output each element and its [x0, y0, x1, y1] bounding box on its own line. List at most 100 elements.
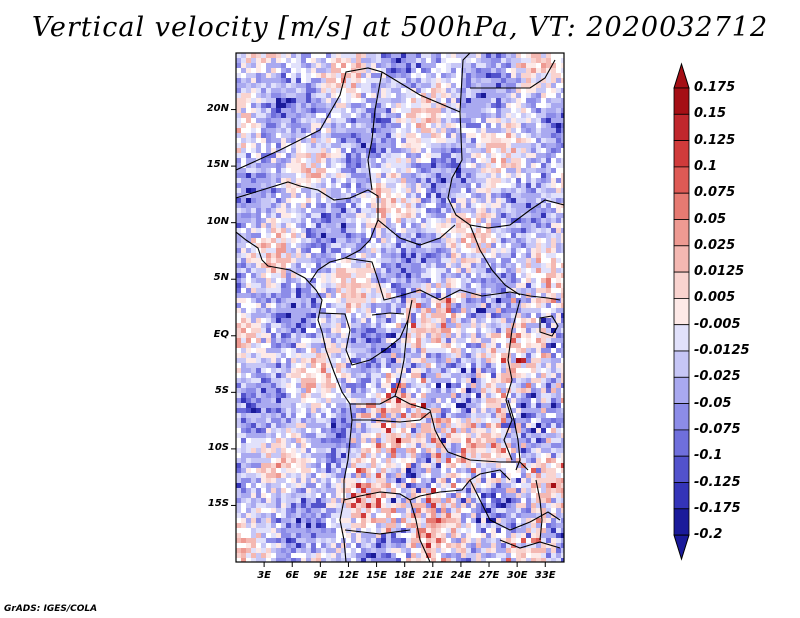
field-cell — [436, 268, 442, 274]
field-cell — [486, 353, 492, 359]
field-cell — [391, 338, 397, 344]
field-cell — [441, 143, 447, 149]
field-cell — [386, 158, 392, 164]
field-cell — [246, 203, 252, 209]
field-cell — [286, 83, 292, 89]
field-cell — [496, 298, 502, 304]
field-cell — [551, 113, 557, 119]
field-cell — [291, 363, 297, 369]
field-cell — [331, 203, 337, 209]
field-cell — [301, 358, 307, 364]
field-cell — [391, 183, 397, 189]
field-cell — [531, 323, 537, 329]
field-cell — [471, 313, 477, 319]
field-cell — [396, 228, 402, 234]
field-cell — [476, 128, 482, 134]
field-cell — [531, 388, 537, 394]
field-cell — [526, 253, 532, 259]
field-cell — [476, 413, 482, 419]
field-cell — [451, 83, 457, 89]
field-cell — [511, 383, 517, 389]
field-cell — [336, 78, 342, 84]
field-cell — [406, 358, 412, 364]
field-cell — [346, 53, 352, 59]
field-cell — [376, 133, 382, 139]
field-cell — [426, 208, 432, 214]
field-cell — [401, 53, 407, 59]
field-cell — [356, 103, 362, 109]
field-cell — [246, 243, 252, 249]
field-cell — [416, 253, 422, 259]
field-cell — [406, 413, 412, 419]
field-cell — [236, 348, 242, 354]
field-cell — [276, 328, 282, 334]
field-cell — [346, 388, 352, 394]
field-cell — [386, 58, 392, 64]
field-cell — [546, 373, 552, 379]
field-cell — [416, 418, 422, 424]
field-cell — [261, 268, 267, 274]
field-cell — [531, 313, 537, 319]
field-cell — [471, 303, 477, 309]
field-cell — [251, 118, 257, 124]
field-cell — [371, 193, 377, 199]
field-cell — [281, 253, 287, 259]
field-cell — [546, 98, 552, 104]
field-cell — [356, 258, 362, 264]
field-cell — [436, 408, 442, 414]
field-cell — [491, 328, 497, 334]
field-cell — [311, 63, 317, 69]
field-cell — [486, 273, 492, 279]
field-cell — [341, 233, 347, 239]
field-cell — [426, 278, 432, 284]
field-cell — [321, 428, 327, 434]
field-cell — [436, 98, 442, 104]
field-cell — [341, 98, 347, 104]
field-cell — [266, 78, 272, 84]
field-cell — [311, 103, 317, 109]
field-cell — [491, 338, 497, 344]
field-cell — [356, 268, 362, 274]
field-cell — [406, 133, 412, 139]
field-cell — [516, 353, 522, 359]
field-cell — [416, 178, 422, 184]
field-cell — [491, 103, 497, 109]
field-cell — [411, 203, 417, 209]
field-cell — [296, 93, 302, 99]
field-cell — [516, 238, 522, 244]
field-cell — [541, 298, 547, 304]
field-cell — [341, 303, 347, 309]
field-cell — [236, 68, 242, 74]
field-cell — [506, 288, 512, 294]
field-cell — [476, 253, 482, 259]
field-cell — [521, 343, 527, 349]
field-cell — [486, 378, 492, 384]
field-cell — [531, 223, 537, 229]
field-cell — [456, 338, 462, 344]
field-cell — [516, 338, 522, 344]
field-cell — [346, 288, 352, 294]
field-cell — [421, 278, 427, 284]
field-cell — [511, 248, 517, 254]
field-cell — [406, 288, 412, 294]
field-cell — [536, 408, 542, 414]
field-cell — [251, 68, 257, 74]
field-cell — [526, 303, 532, 309]
field-cell — [401, 58, 407, 64]
field-cell — [381, 128, 387, 134]
field-cell — [366, 298, 372, 304]
field-cell — [256, 223, 262, 229]
field-cell — [361, 378, 367, 384]
field-cell — [356, 213, 362, 219]
field-cell — [531, 108, 537, 114]
field-cell — [411, 53, 417, 59]
field-cell — [511, 203, 517, 209]
field-cell — [336, 308, 342, 314]
field-cell — [466, 248, 472, 254]
field-cell — [451, 243, 457, 249]
field-cell — [536, 423, 542, 429]
field-cell — [251, 363, 257, 369]
field-cell — [276, 103, 282, 109]
field-cell — [561, 268, 564, 274]
field-cell — [466, 428, 472, 434]
